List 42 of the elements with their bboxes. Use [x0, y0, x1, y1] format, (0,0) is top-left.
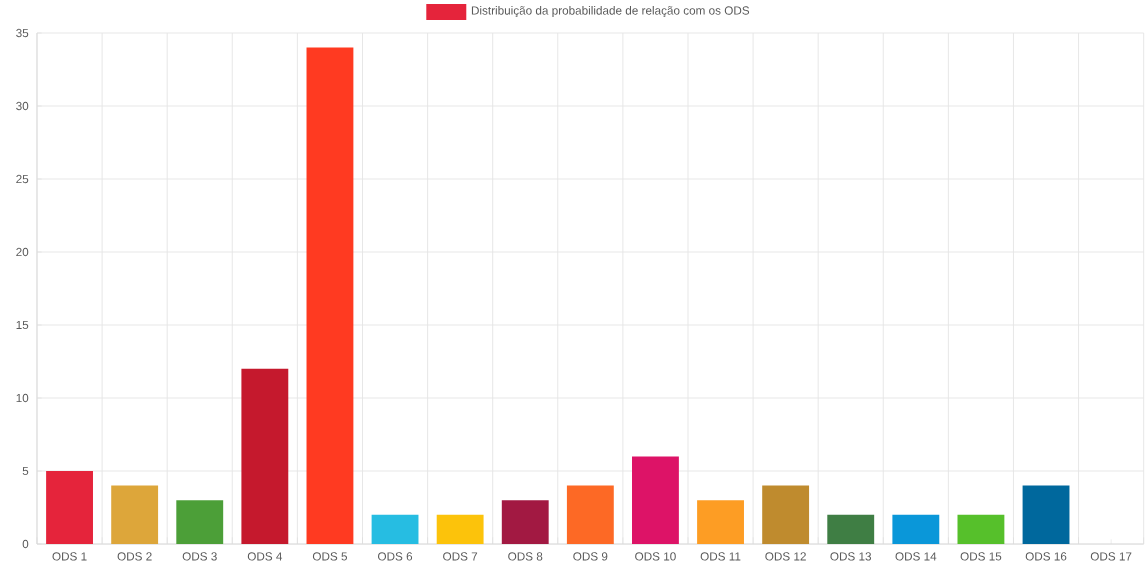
bar — [827, 514, 875, 544]
bar — [371, 514, 419, 544]
x-tick-label: ODS 3 — [182, 552, 217, 561]
bar — [566, 485, 614, 544]
y-tick-label: 0 — [22, 539, 29, 549]
x-tick-label: ODS 11 — [700, 552, 741, 561]
bar — [632, 456, 679, 544]
x-tick-label: ODS 7 — [443, 552, 478, 561]
bar — [241, 368, 289, 544]
bar — [1022, 485, 1070, 544]
x-tick-label: ODS 14 — [895, 552, 937, 561]
x-tick-label: ODS 6 — [378, 552, 413, 561]
x-tick-label: ODS 17 — [1090, 552, 1132, 561]
y-tick-label: 5 — [22, 466, 29, 476]
bar — [892, 514, 940, 544]
bar — [762, 485, 810, 544]
y-tick-label: 10 — [16, 393, 29, 403]
bar — [46, 471, 93, 544]
x-tick-label: ODS 12 — [765, 552, 806, 561]
x-tick-label: ODS 1 — [52, 552, 87, 561]
bar — [176, 500, 224, 544]
x-tick-label: ODS 2 — [117, 552, 152, 561]
x-tick-label: ODS 15 — [960, 552, 1002, 561]
y-tick-label: 25 — [16, 174, 29, 184]
x-tick-label: ODS 5 — [312, 552, 348, 561]
x-tick-label: ODS 13 — [830, 552, 872, 561]
x-tick-label: ODS 9 — [573, 552, 608, 561]
y-tick-label: 15 — [16, 320, 29, 330]
bar — [957, 514, 1005, 544]
y-tick-label: 30 — [16, 101, 29, 111]
y-tick-label: 35 — [16, 28, 29, 38]
bar — [111, 485, 159, 544]
bar — [306, 47, 354, 544]
x-tick-label: ODS 16 — [1025, 552, 1067, 561]
bar — [436, 514, 484, 544]
x-tick-label: ODS 4 — [247, 552, 283, 561]
bar — [501, 500, 549, 544]
x-tick-label: ODS 8 — [508, 552, 543, 561]
legend-label: Distribuição da probabilidade de relação com os ODS — [471, 6, 750, 18]
x-tick-label: ODS 10 — [635, 552, 676, 561]
bar — [697, 500, 744, 544]
y-tick-label: 20 — [16, 247, 29, 257]
